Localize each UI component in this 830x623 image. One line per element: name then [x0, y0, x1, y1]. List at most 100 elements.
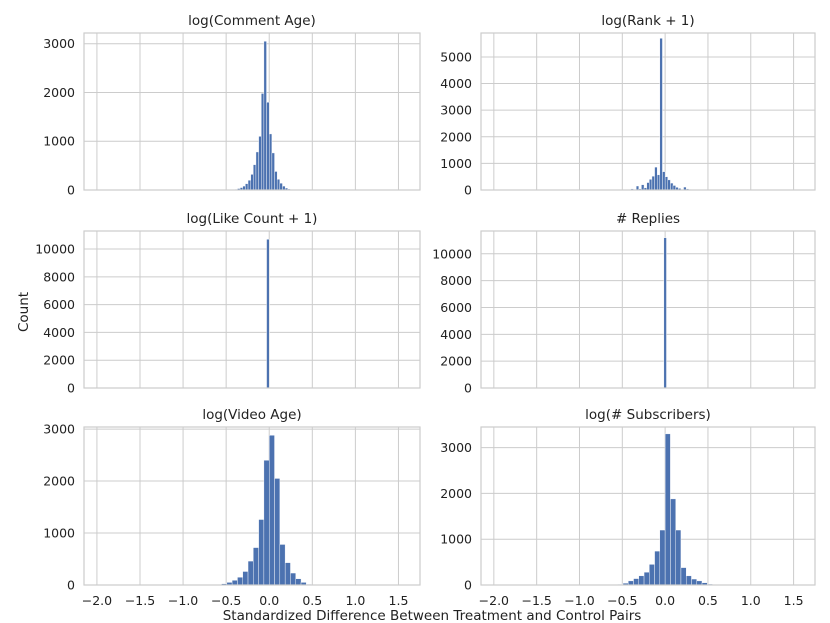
histogram-bar: [279, 182, 283, 191]
histogram-bar: [696, 580, 703, 586]
axes-frame: [480, 32, 816, 191]
y-tick-label: 6000: [440, 300, 472, 315]
panel-title: log(Rank + 1): [601, 13, 694, 29]
histogram-bar: [247, 560, 254, 586]
y-tick-label: 0: [464, 183, 472, 198]
y-tick-label: 2000: [440, 354, 472, 369]
x-tick-label: −1.5: [125, 593, 155, 608]
panel-title: log(Video Age): [202, 407, 301, 423]
histogram-bar: [266, 102, 270, 191]
x-tick-label: 0.5: [698, 593, 718, 608]
y-tick-label: 2000: [43, 85, 75, 100]
histogram-bar: [649, 179, 653, 191]
y-tick-label: 3000: [440, 103, 472, 118]
x-tick-label: −0.5: [211, 593, 241, 608]
histogram-panel: 0 2000 4000 6000 8000 10000 log(Like Count + 1…: [35, 211, 421, 396]
y-tick-label: 1000: [43, 526, 75, 541]
x-tick-label: 0.0: [655, 593, 675, 608]
histogram-bar: [654, 550, 661, 586]
histogram-bar: [261, 93, 265, 191]
histogram-bar: [274, 478, 281, 586]
histogram-bar: [269, 133, 273, 191]
histogram-bar: [258, 519, 265, 586]
y-tick-label: 6000: [43, 297, 75, 312]
histogram-bar: [664, 176, 668, 191]
histogram-bar: [649, 564, 655, 586]
histogram-bar: [274, 171, 278, 191]
histogram-bar: [290, 572, 296, 586]
x-tick-label: 1.0: [741, 593, 761, 608]
histogram-bar: [276, 179, 281, 191]
histogram-panel: 0 1000 2000 3000 log(Video Age) −2.0 −1.5 −1.0−…: [43, 407, 421, 608]
histogram-bar: [654, 166, 658, 191]
histogram-bar: [663, 237, 667, 389]
y-tick-label: 4000: [440, 76, 472, 91]
histogram-bar: [670, 182, 674, 191]
y-tick-label: 1000: [440, 532, 472, 547]
y-tick-label: 5000: [440, 49, 472, 64]
histogram-bar: [659, 38, 663, 191]
y-tick-label: 2000: [43, 353, 75, 368]
x-tick-label: 0.5: [302, 593, 322, 608]
x-tick-label: −2.0: [479, 593, 509, 608]
x-tick-label: −2.0: [82, 593, 112, 608]
y-tick-label: 2000: [440, 129, 472, 144]
histogram-bar: [638, 575, 645, 586]
histogram-bar: [253, 547, 259, 586]
y-tick-label: 0: [67, 183, 75, 198]
y-tick-label: 2000: [43, 474, 75, 489]
histogram-bar: [667, 179, 671, 191]
histogram-bar: [670, 498, 676, 586]
y-tick-label: 0: [67, 381, 75, 396]
histogram-bar: [664, 433, 671, 586]
histogram-panel: 0 1000 2000 3000 log(Comment Age): [43, 13, 421, 198]
y-tick-label: 8000: [43, 269, 75, 284]
panel-title: log(# Subscribers): [585, 407, 711, 423]
histogram-bar: [263, 41, 267, 191]
histogram-bar: [231, 580, 238, 586]
axes-frame: [83, 32, 421, 191]
histogram-bar: [279, 544, 286, 586]
histogram-bar: [245, 183, 249, 191]
histogram-bar: [253, 164, 257, 191]
histogram-panel: 0 1000 2000 3000 4000 5000 log(Rank + 1): [440, 13, 816, 198]
histogram-panel: 0 2000 4000 6000 8000 10000 # Replies: [432, 211, 816, 396]
histogram-bar: [646, 182, 650, 191]
histogram-bar: [651, 175, 655, 191]
x-tick-label: −0.5: [607, 593, 637, 608]
histogram-bar: [672, 185, 676, 191]
x-axis-label: Standardized Difference Between Treatmen…: [223, 608, 642, 623]
panel-title: log(Like Count + 1): [187, 211, 318, 227]
panel-title: log(Comment Age): [188, 13, 316, 29]
axes-frame: [83, 426, 421, 586]
histogram-bar: [271, 152, 275, 191]
histogram-bar: [659, 529, 666, 586]
histogram-bar: [266, 239, 270, 389]
histogram-bar: [284, 562, 291, 586]
histogram-bar: [247, 180, 251, 191]
y-tick-label: 10000: [432, 246, 472, 261]
histogram-bar: [258, 136, 262, 191]
axes-frame: [480, 426, 816, 586]
x-tick-label: 0.0: [259, 593, 279, 608]
histogram-bar: [237, 577, 243, 586]
x-tick-label: −1.0: [564, 593, 594, 608]
histogram-bar: [691, 578, 697, 586]
x-tick-label: 1.5: [784, 593, 804, 608]
y-tick-label: 0: [67, 578, 75, 593]
x-tick-label: 1.5: [389, 593, 409, 608]
y-tick-label: 4000: [440, 327, 472, 342]
histogram-bar: [657, 174, 661, 191]
x-tick-label: −1.0: [168, 593, 198, 608]
x-tick-label: 1.0: [345, 593, 365, 608]
y-tick-label: 4000: [43, 325, 75, 340]
y-tick-label: 2000: [440, 486, 472, 501]
y-tick-label: 10000: [35, 242, 75, 257]
histogram-bar: [269, 435, 275, 586]
y-tick-label: 3000: [440, 440, 472, 455]
y-tick-label: 1000: [43, 134, 75, 149]
histogram-bar: [680, 567, 687, 586]
histogram-bar: [250, 174, 254, 191]
